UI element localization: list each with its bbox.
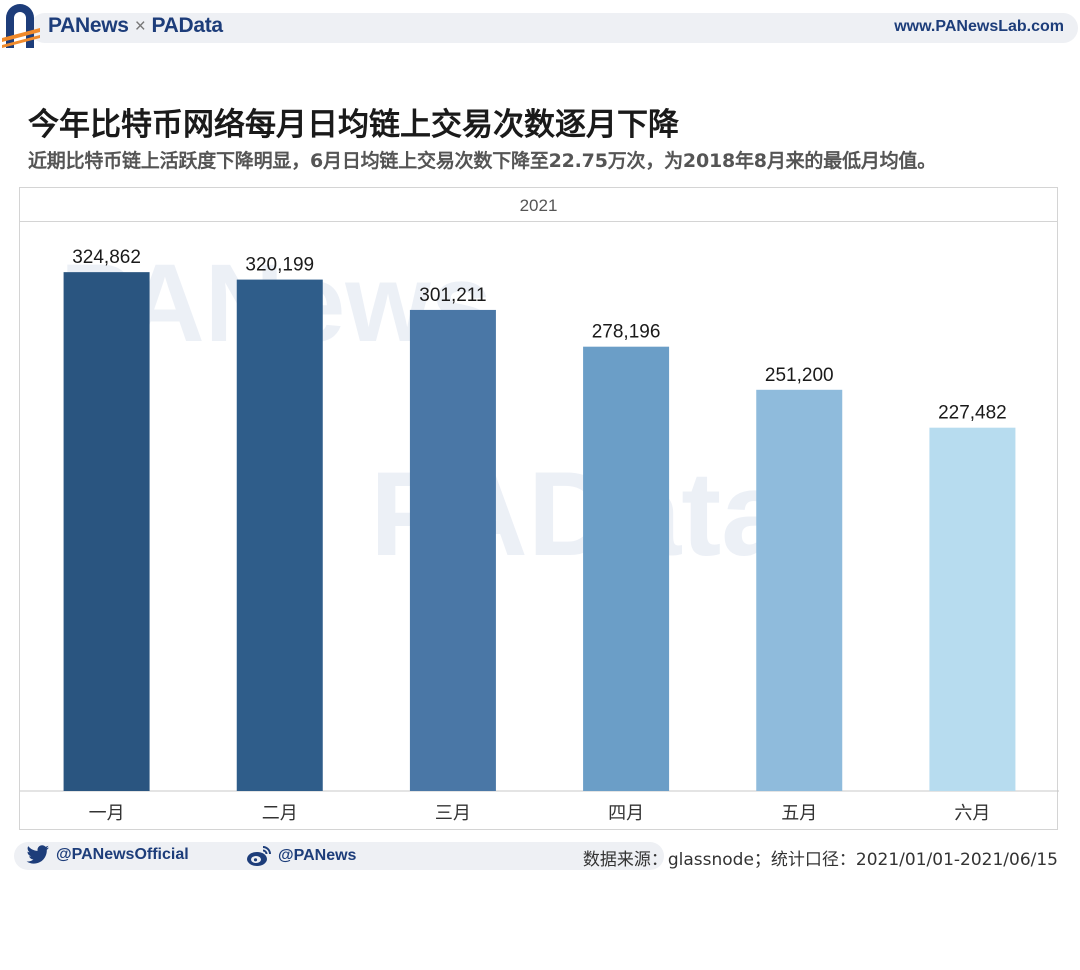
x-tick-label-5: 五月 [781,803,817,824]
x-tick-label-2: 二月 [262,803,298,824]
weibo-handle-text: @PANews [278,847,357,864]
x-tick-label-4: 四月 [608,803,644,824]
bar-value-label-1: 324,862 [72,247,141,268]
bar-6 [929,427,1016,791]
x-tick-label-3: 三月 [435,803,471,824]
brand-padata: PAData [151,14,223,37]
bar-value-label-2: 320,199 [245,255,314,276]
x-tick-label-1: 一月 [89,803,125,824]
bar-4 [583,346,670,791]
bar-chart: 324,862 一月 320,199 二月 301,211 三月 278,196 四月 251,… [20,247,1059,824]
chart-panel: 2021 324,862 一月 320,199 二月 301,211 三月 278,196 四… [19,187,1059,830]
header-bar: PANews × PAData www.PANewsLab.com [0,0,1080,55]
chart-subtitle: 近期比特币链上活跃度下降明显，6月日均链上交易次数下降至22.75万次，为201… [28,150,937,172]
bar-value-label-5: 251,200 [765,365,834,386]
bar-value-label-3: 301,211 [419,285,486,306]
bar-2 [236,279,323,791]
x-tick-label-6: 六月 [954,803,990,824]
brand-separator: × [134,16,146,37]
bar-5 [756,389,843,791]
bar-value-label-4: 278,196 [592,322,661,343]
data-source-note: 数据来源：glassnode；统计口径：2021/01/01-2021/06/1… [582,850,1058,870]
bar-value-label-6: 227,482 [938,403,1007,424]
twitter-icon [26,845,49,864]
header-background [30,13,1078,43]
twitter-handle[interactable]: @PANewsOfficial [26,845,189,865]
website-url[interactable]: www.PANewsLab.com [894,18,1064,35]
bar-3 [409,309,496,791]
panews-logo-icon [2,4,40,48]
footer-background [14,842,664,870]
weibo-icon [247,846,271,866]
weibo-handle[interactable]: @PANews [246,845,356,867]
brand-names: PANews × PAData [48,14,223,38]
panel-year-header: 2021 [20,188,1057,222]
brand-panews: PANews [48,14,129,37]
chart-title: 今年比特币网络每月日均链上交易次数逐月下降 [28,107,679,143]
twitter-handle-text: @PANewsOfficial [56,846,189,863]
bar-1 [63,272,150,791]
